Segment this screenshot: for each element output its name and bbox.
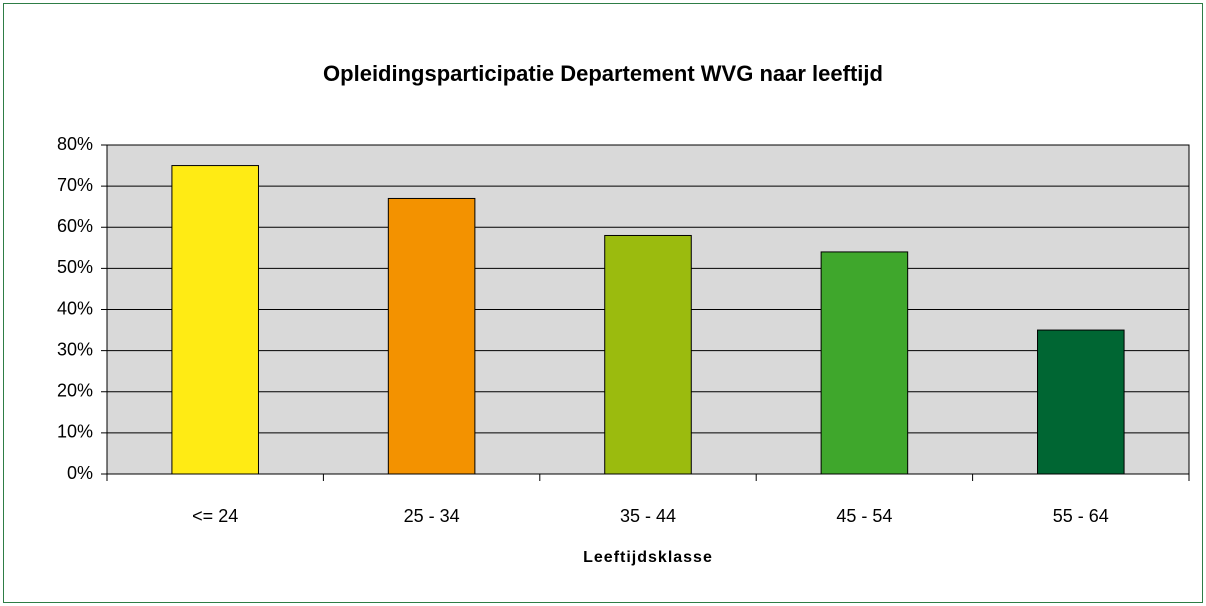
y-tick-label: 80%	[57, 134, 93, 154]
x-tick-label: <= 24	[192, 506, 238, 526]
x-tick-label: 25 - 34	[404, 506, 460, 526]
chart-title: Opleidingsparticipatie Departement WVG n…	[323, 61, 883, 86]
bar	[171, 165, 259, 475]
x-axis-title: Leeftijdsklasse	[583, 549, 713, 566]
y-tick-label: 60%	[57, 216, 93, 236]
y-tick-label: 70%	[57, 175, 93, 195]
x-tick-label: 35 - 44	[620, 506, 676, 526]
y-tick-label: 0%	[67, 463, 93, 483]
y-tick-label: 30%	[57, 339, 93, 359]
bar	[604, 234, 692, 475]
bar	[387, 197, 476, 475]
x-tick-label: 45 - 54	[836, 506, 892, 526]
y-tick-label: 20%	[57, 381, 93, 401]
bar	[820, 251, 909, 475]
x-tick-label: 55 - 64	[1053, 506, 1109, 526]
bar	[1037, 329, 1125, 475]
y-tick-label: 40%	[57, 298, 93, 318]
y-tick-label: 10%	[57, 422, 93, 442]
y-tick-label: 50%	[57, 257, 93, 277]
